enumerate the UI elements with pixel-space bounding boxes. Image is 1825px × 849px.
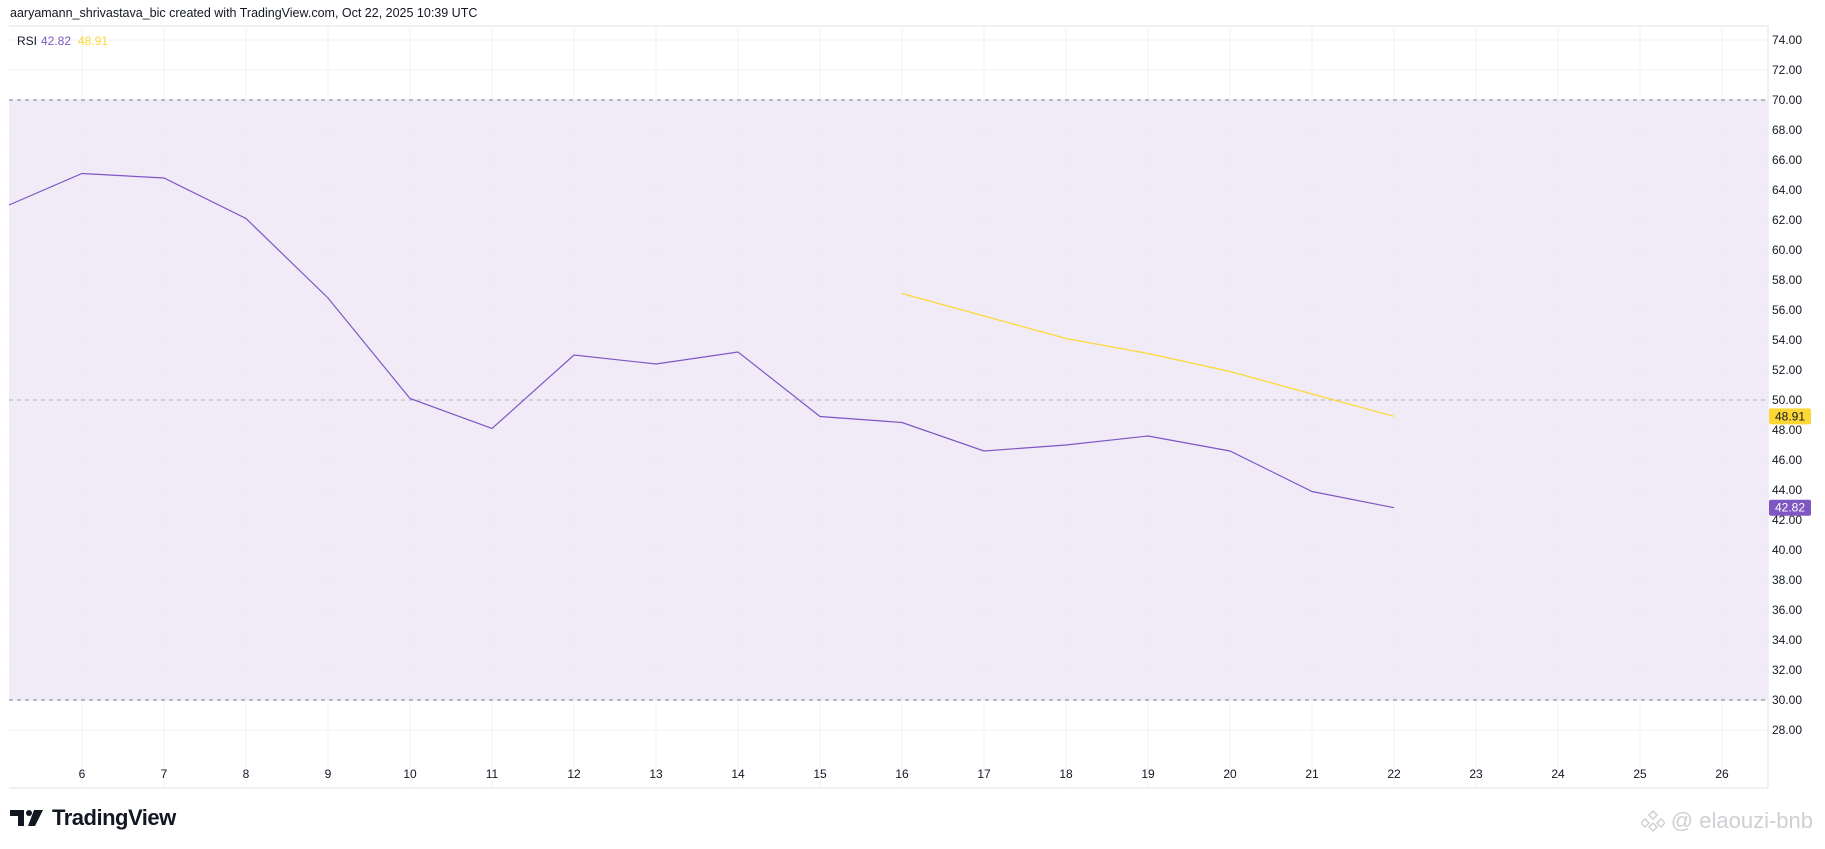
x-tick-label: 18	[1059, 767, 1073, 781]
x-tick-label: 22	[1387, 767, 1401, 781]
rsi-band	[9, 99, 1768, 701]
series-layer	[8, 172, 1395, 509]
legend-ma-value: 48.91	[78, 34, 108, 48]
y-tick-label: 66.00	[1772, 153, 1802, 167]
x-tick-label: 16	[895, 767, 909, 781]
x-tick-label: 24	[1551, 767, 1565, 781]
x-tick-label: 26	[1715, 767, 1729, 781]
y-tick-label: 32.00	[1772, 663, 1802, 677]
x-tick-label: 13	[649, 767, 663, 781]
y-tick-label: 74.00	[1772, 33, 1802, 47]
x-tick-label: 14	[731, 767, 745, 781]
y-tick-label: 40.00	[1772, 543, 1802, 557]
y-tick-label: 30.00	[1772, 693, 1802, 707]
y-tick-label: 62.00	[1772, 213, 1802, 227]
y-tick-label: 44.00	[1772, 483, 1802, 497]
x-tick-label: 9	[325, 767, 332, 781]
rsi-ma-line	[901, 292, 1395, 417]
legend-rsi-value: 42.82	[41, 34, 71, 48]
y-tick-label: 60.00	[1772, 243, 1802, 257]
tradingview-logo-icon	[10, 810, 43, 826]
ma-price-label: 48.91	[1775, 409, 1805, 423]
x-tick-label: 7	[161, 767, 168, 781]
chart-attribution: aaryamann_shrivastava_bic created with T…	[10, 6, 478, 20]
x-tick-label: 12	[567, 767, 581, 781]
x-tick-label: 15	[813, 767, 827, 781]
axes: 28.00 30.00 32.00 34.00 36.00 38.00 40.00 42.00…	[79, 33, 1811, 781]
watermark: @ elaouzi-bnb	[1640, 808, 1813, 834]
rsi-line	[8, 172, 1395, 509]
y-tick-label: 64.00	[1772, 183, 1802, 197]
rsi-band-fill	[9, 100, 1768, 700]
y-tick-label: 72.00	[1772, 63, 1802, 77]
x-tick-label: 19	[1141, 767, 1155, 781]
x-tick-label: 21	[1305, 767, 1319, 781]
y-tick-label: 28.00	[1772, 723, 1802, 737]
x-tick-label: 11	[486, 767, 499, 781]
y-tick-label: 36.00	[1772, 603, 1802, 617]
tradingview-logo-text: TradingView	[52, 805, 176, 830]
x-tick-label: 6	[79, 767, 86, 781]
x-tick-label: 17	[977, 767, 991, 781]
x-tick-label: 8	[243, 767, 250, 781]
rsi-price-label: 42.82	[1775, 501, 1805, 515]
y-tick-label: 56.00	[1772, 303, 1802, 317]
legend-title: RSI	[17, 34, 37, 48]
y-tick-label: 48.00	[1772, 423, 1802, 437]
y-tick-label: 34.00	[1772, 633, 1802, 647]
y-tick-label: 70.00	[1772, 93, 1802, 107]
y-tick-label: 54.00	[1772, 333, 1802, 347]
ma-price-label-bg	[1769, 408, 1811, 425]
tradingview-logo[interactable]: TradingView	[10, 805, 176, 831]
x-tick-label: 23	[1469, 767, 1483, 781]
y-tick-label: 38.00	[1772, 573, 1802, 587]
x-tick-label: 10	[403, 767, 417, 781]
legend: RSI 42.82 48.91	[17, 34, 108, 48]
y-tick-label: 50.00	[1772, 393, 1802, 407]
binance-icon	[1640, 809, 1665, 833]
rsi-price-label-bg	[1769, 499, 1811, 516]
x-tick-label: 20	[1223, 767, 1237, 781]
y-tick-label: 52.00	[1772, 363, 1802, 377]
watermark-text: @ elaouzi-bnb	[1670, 808, 1813, 833]
y-tick-label: 58.00	[1772, 273, 1802, 287]
y-tick-label: 68.00	[1772, 123, 1802, 137]
y-tick-label: 42.00	[1772, 513, 1802, 527]
x-tick-label: 25	[1633, 767, 1647, 781]
y-tick-label: 46.00	[1772, 453, 1802, 467]
